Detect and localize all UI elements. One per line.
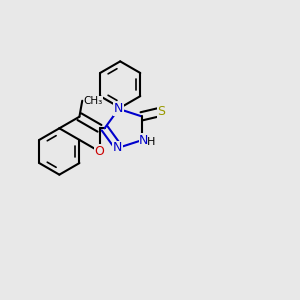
Text: S: S — [157, 105, 165, 118]
Text: CH₃: CH₃ — [84, 96, 103, 106]
Text: O: O — [94, 145, 104, 158]
Text: H: H — [147, 137, 155, 147]
Text: N: N — [114, 102, 123, 116]
Text: N: N — [139, 134, 148, 147]
Text: N: N — [112, 141, 122, 154]
